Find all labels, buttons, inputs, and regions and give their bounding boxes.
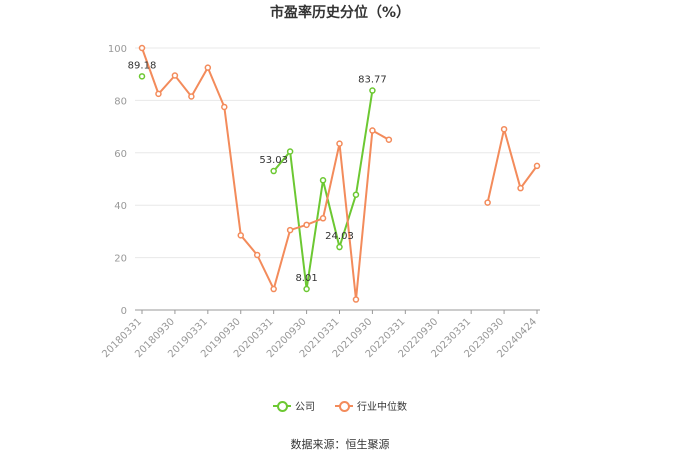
point-company xyxy=(352,191,360,198)
point-company xyxy=(319,177,327,184)
point-industry-median xyxy=(533,162,541,170)
point-company xyxy=(369,87,376,94)
x-axis: 2018033120180930201903312019093020200331… xyxy=(100,310,539,360)
y-tick-label: 80 xyxy=(114,96,127,107)
legend-item-industry-median[interactable]: 行业中位数 xyxy=(335,398,407,413)
point-industry-median xyxy=(138,44,146,52)
point-industry-median xyxy=(253,251,261,259)
point-industry-median xyxy=(171,72,179,79)
point-company xyxy=(286,148,294,155)
legend: 公司 行业中位数 xyxy=(0,398,680,413)
data-labels: 89.18 53.03 8.01 24.03 83.77 xyxy=(128,60,387,284)
legend-item-company[interactable]: 公司 xyxy=(273,398,315,413)
point-industry-median xyxy=(484,199,491,206)
series-line-company xyxy=(272,90,374,290)
point-industry-median xyxy=(237,232,244,239)
point-industry-median xyxy=(336,140,343,147)
data-label-company: 53.03 xyxy=(259,155,288,166)
data-label-company: 24.03 xyxy=(325,231,354,242)
y-tick-label: 100 xyxy=(108,44,127,55)
point-industry-median xyxy=(500,125,508,133)
y-tick-label: 0 xyxy=(121,306,127,317)
data-label-company: 89.18 xyxy=(128,60,157,71)
point-industry-median xyxy=(286,226,294,234)
y-tick-label: 60 xyxy=(114,149,127,160)
point-industry-median xyxy=(369,127,376,134)
legend-swatch-industry-median xyxy=(335,400,353,412)
y-tick-label: 40 xyxy=(114,201,127,212)
chart-title: 市盈率历史分位（%） xyxy=(269,5,411,21)
series-group xyxy=(138,44,541,303)
point-industry-median xyxy=(221,103,228,111)
legend-label-industry-median: 行业中位数 xyxy=(357,402,407,413)
point-industry-median xyxy=(352,296,360,303)
point-industry-median xyxy=(155,90,162,98)
data-source: 数据来源：恒生聚源 xyxy=(290,438,390,451)
point-industry-median xyxy=(270,285,277,293)
data-label-company: 8.01 xyxy=(295,273,317,284)
point-industry-median xyxy=(188,93,195,100)
point-company xyxy=(303,285,310,293)
point-company xyxy=(336,243,343,251)
series-line-industry-median xyxy=(486,128,538,203)
legend-label-company: 公司 xyxy=(295,402,315,413)
data-label-company: 83.77 xyxy=(358,75,387,86)
y-tick-label: 20 xyxy=(114,254,127,265)
legend-swatch-company xyxy=(273,400,291,412)
series-line-industry-median xyxy=(141,47,390,300)
point-industry-median xyxy=(517,184,524,192)
point-company xyxy=(138,73,146,80)
point-industry-median xyxy=(303,221,310,229)
point-company xyxy=(270,167,277,175)
y-axis: 0 20 40 60 80 100 xyxy=(108,44,127,317)
point-industry-median xyxy=(385,136,393,143)
point-industry-median xyxy=(204,64,212,71)
point-industry-median xyxy=(319,215,327,222)
